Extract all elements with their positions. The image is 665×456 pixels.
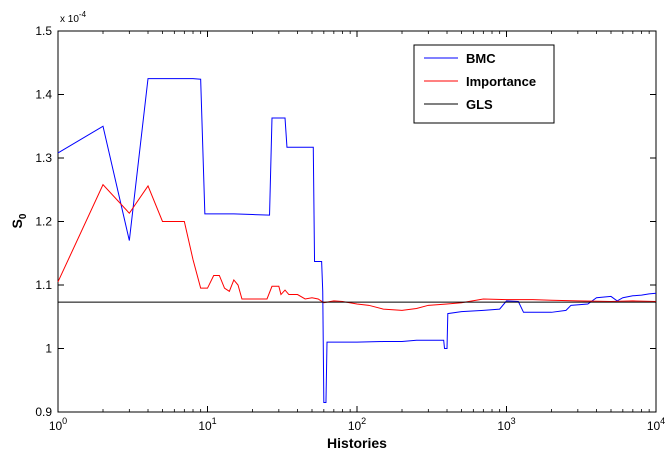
y-tick-label: 1.5 <box>35 24 52 38</box>
y-axis-title-sub: 0 <box>18 213 29 219</box>
y-tick-label: 1 <box>45 342 52 356</box>
x-tick-label: 102 <box>348 416 366 433</box>
y-multiplier: x 10-4 <box>60 10 87 25</box>
y-axis: 0.9 1 1.1 1.2 1.3 1.4 1.5 <box>35 24 656 419</box>
x-tick-label: 103 <box>497 416 515 433</box>
legend-label-gls: GLS <box>466 97 493 112</box>
y-tick-label: 1.4 <box>35 88 52 102</box>
legend-label-bmc: BMC <box>466 51 496 66</box>
x-tick-label: 100 <box>49 416 67 433</box>
y-axis-title: S0 <box>9 213 29 228</box>
series-line-importance <box>57 183 657 311</box>
x-axis: 100 101 102 103 104 <box>49 31 665 433</box>
plot-area <box>57 30 657 413</box>
x-tick-label: 104 <box>647 416 665 433</box>
y-axis-title-base: S <box>9 219 25 228</box>
x-axis-title: Histories <box>327 435 387 451</box>
legend-label-importance: Importance <box>466 74 536 89</box>
y-multiplier-base: x 10 <box>60 14 79 25</box>
y-tick-label: 1.2 <box>35 215 52 229</box>
legend: BMC Importance GLS <box>413 44 555 124</box>
y-multiplier-exp: -4 <box>79 10 87 19</box>
series-group <box>57 78 657 403</box>
series-line-bmc <box>57 78 657 403</box>
y-tick-label: 0.9 <box>35 405 52 419</box>
y-tick-label: 1.3 <box>35 151 52 165</box>
y-tick-label: 1.1 <box>35 278 52 292</box>
x-tick-label: 101 <box>198 416 216 433</box>
